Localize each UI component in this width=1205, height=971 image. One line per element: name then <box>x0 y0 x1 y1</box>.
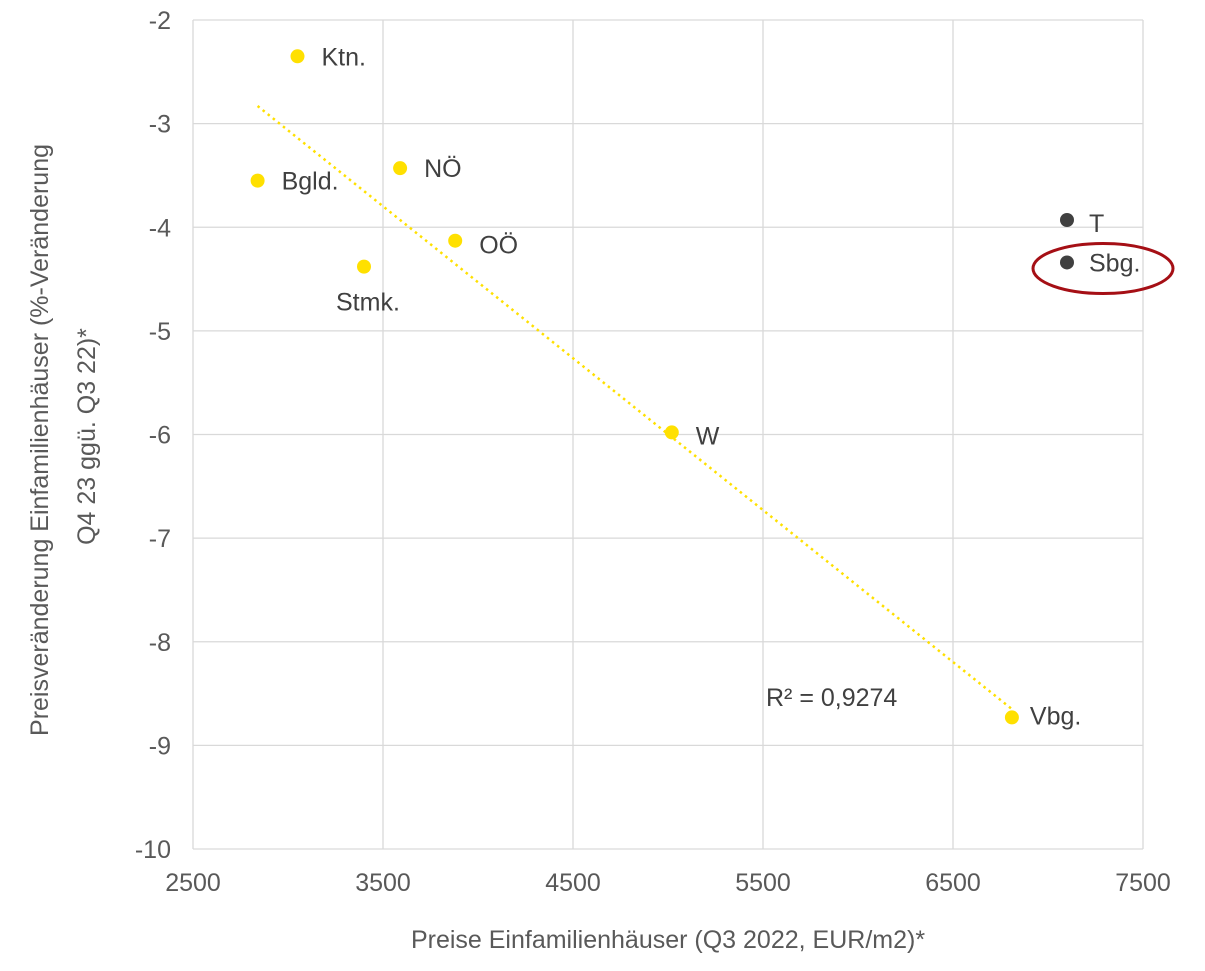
x-tick-label: 5500 <box>735 869 791 897</box>
point-label: OÖ <box>479 232 518 260</box>
x-tick-label: 7500 <box>1115 869 1171 897</box>
point-label: Bgld. <box>282 168 339 196</box>
data-point-bgld <box>250 173 265 188</box>
trendline-group: R² = 0,9274 <box>256 105 1013 712</box>
point-label: Vbg. <box>1030 702 1081 730</box>
point-label: W <box>696 422 720 450</box>
point-label: Ktn. <box>322 43 366 71</box>
point-label: Stmk. <box>336 289 400 317</box>
x-axis-ticks: 2500 3500 4500 5500 6500 7500 <box>165 869 1171 897</box>
x-tick-label: 2500 <box>165 869 221 897</box>
data-point-sbg <box>1060 255 1074 270</box>
y-tick-label: -5 <box>149 318 171 346</box>
point-label: Sbg. <box>1089 249 1140 277</box>
y-tick-label: -8 <box>149 629 171 657</box>
highlight-ellipse <box>1031 241 1175 295</box>
data-point-ktn <box>290 49 305 64</box>
data-point-t <box>1060 212 1074 227</box>
point-label: NÖ <box>424 155 462 183</box>
y-axis-title: Preisveränderung Einfamilienhäuser (%-Ve… <box>26 137 101 736</box>
data-point-oö <box>448 233 463 248</box>
y-tick-label: -2 <box>149 7 171 35</box>
y-tick-label: -3 <box>149 111 171 139</box>
data-points <box>250 49 1074 725</box>
gridlines <box>192 19 1144 850</box>
y-axis-ticks: -2 -3 -4 -5 -6 -7 -8 -9 -10 <box>135 7 171 864</box>
highlight-group <box>1031 241 1175 295</box>
y-tick-label: -10 <box>135 836 171 864</box>
y-tick-label: -9 <box>149 732 171 760</box>
x-tick-label: 4500 <box>545 869 601 897</box>
x-tick-label: 3500 <box>355 869 411 897</box>
y-tick-label: -6 <box>149 422 171 450</box>
point-label: T <box>1089 210 1104 238</box>
y-axis-title-line-2: Q4 23 ggü. Q3 22)* <box>73 328 101 545</box>
x-axis-title: Preise Einfamilienhäuser (Q3 2022, EUR/m… <box>411 926 925 954</box>
y-tick-label: -7 <box>149 525 171 553</box>
trendline <box>256 105 1013 711</box>
data-point-vbg <box>1004 710 1019 725</box>
y-tick-label: -4 <box>149 214 171 242</box>
data-point-nö <box>393 161 408 176</box>
data-point-stmk <box>357 259 371 274</box>
x-tick-label: 6500 <box>925 869 981 897</box>
y-axis-title-line-1: Preisveränderung Einfamilienhäuser (%-Ve… <box>26 144 54 736</box>
r-squared-label: R² = 0,9274 <box>766 684 897 712</box>
data-point-w <box>664 425 679 440</box>
point-labels: Ktn. Bgld. NÖ OÖ Stmk. W Vbg. T Sbg. <box>282 43 1141 730</box>
